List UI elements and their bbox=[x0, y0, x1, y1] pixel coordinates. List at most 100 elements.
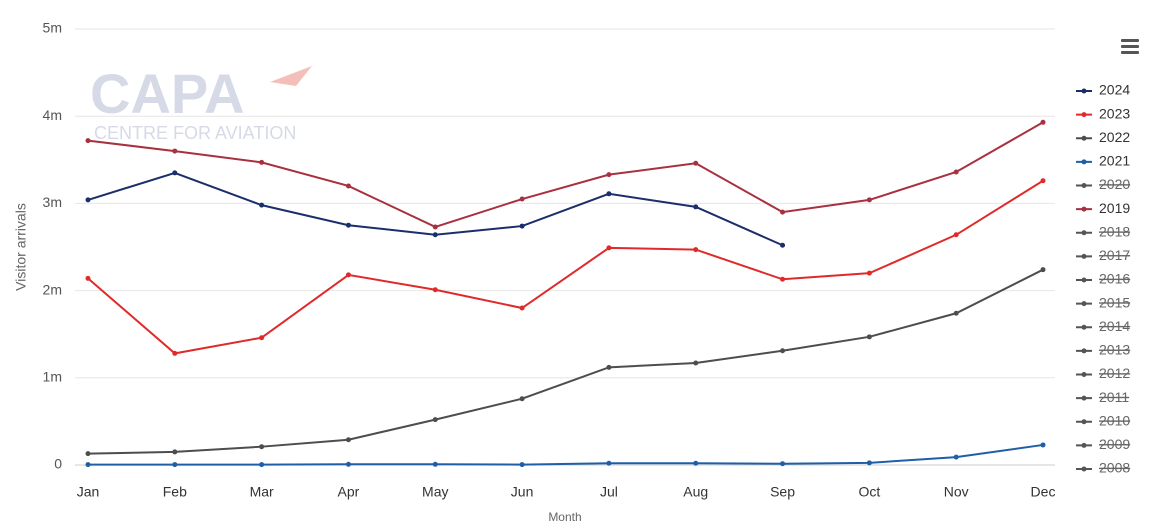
y-tick-label: 2m bbox=[43, 281, 62, 297]
data-point bbox=[85, 197, 91, 203]
data-point bbox=[780, 209, 786, 215]
x-tick-label: Jul bbox=[600, 484, 618, 500]
data-point bbox=[780, 242, 786, 248]
data-point bbox=[259, 159, 265, 165]
x-tick-label: Aug bbox=[683, 484, 708, 500]
legend-marker[interactable] bbox=[1081, 88, 1087, 94]
data-point bbox=[345, 183, 351, 189]
menu-icon[interactable] bbox=[1121, 39, 1139, 54]
series-line bbox=[87, 121, 1044, 229]
y-axis-title: Visitor arrivals bbox=[13, 203, 29, 291]
legend-label[interactable]: 2011 bbox=[1099, 389, 1129, 405]
data-point bbox=[693, 360, 699, 366]
data-point bbox=[953, 454, 959, 460]
data-point bbox=[85, 138, 91, 144]
data-point bbox=[1040, 267, 1046, 273]
legend-label[interactable]: 2012 bbox=[1099, 365, 1130, 381]
data-point bbox=[953, 310, 959, 316]
data-point bbox=[866, 270, 872, 276]
series-line bbox=[88, 443, 1044, 466]
series-line bbox=[87, 268, 1044, 455]
y-tick-label: 0 bbox=[54, 456, 62, 472]
legend-marker[interactable] bbox=[1081, 372, 1087, 377]
data-point bbox=[780, 276, 786, 282]
x-tick-label: Sep bbox=[770, 484, 795, 500]
data-point bbox=[693, 247, 699, 253]
data-point bbox=[172, 350, 178, 356]
data-point bbox=[345, 461, 351, 467]
x-tick-label: Mar bbox=[250, 484, 274, 500]
data-point bbox=[519, 223, 525, 229]
legend-label[interactable]: 2022 bbox=[1099, 129, 1130, 145]
data-point bbox=[693, 160, 699, 166]
x-tick-label: May bbox=[422, 484, 448, 500]
data-point bbox=[780, 348, 786, 354]
data-point bbox=[519, 305, 525, 311]
data-point bbox=[953, 232, 959, 238]
legend-label[interactable]: 2010 bbox=[1099, 412, 1130, 428]
legend-marker[interactable] bbox=[1081, 301, 1087, 307]
data-point bbox=[432, 287, 438, 293]
data-point bbox=[172, 148, 178, 154]
legend-label[interactable]: 2024 bbox=[1099, 82, 1130, 98]
x-tick-label: Apr bbox=[338, 484, 360, 500]
legend-marker[interactable] bbox=[1081, 466, 1087, 472]
legend-marker[interactable] bbox=[1081, 324, 1087, 330]
data-point bbox=[1040, 119, 1046, 125]
legend-label[interactable]: 2013 bbox=[1099, 342, 1130, 358]
watermark-brand: CAPA bbox=[90, 62, 245, 125]
data-point bbox=[866, 460, 872, 466]
data-point bbox=[606, 191, 612, 197]
legend-label[interactable]: 2009 bbox=[1099, 436, 1130, 452]
data-point bbox=[259, 462, 265, 468]
data-point bbox=[606, 364, 612, 370]
data-point bbox=[345, 272, 351, 278]
legend-label[interactable]: 2008 bbox=[1099, 460, 1130, 476]
data-point bbox=[85, 462, 91, 468]
data-point bbox=[606, 172, 612, 178]
legend-marker[interactable] bbox=[1081, 135, 1087, 141]
data-point bbox=[519, 196, 525, 202]
legend-marker[interactable] bbox=[1081, 419, 1087, 425]
data-point bbox=[693, 204, 699, 210]
data-point bbox=[953, 169, 959, 175]
data-point bbox=[172, 462, 178, 468]
legend-label[interactable]: 2020 bbox=[1099, 176, 1130, 192]
legend-label[interactable]: 2019 bbox=[1099, 200, 1130, 216]
legend-marker[interactable] bbox=[1081, 159, 1087, 165]
data-point bbox=[432, 461, 438, 467]
legend-label[interactable]: 2015 bbox=[1099, 294, 1130, 310]
data-point bbox=[259, 335, 265, 341]
legend-marker[interactable] bbox=[1081, 442, 1087, 448]
legend-marker[interactable] bbox=[1081, 183, 1087, 188]
x-tick-label: Oct bbox=[858, 484, 880, 500]
legend-marker[interactable] bbox=[1081, 395, 1087, 401]
y-tick-label: 3m bbox=[43, 194, 62, 210]
data-point bbox=[519, 396, 525, 402]
legend-label[interactable]: 2018 bbox=[1099, 223, 1130, 239]
legend-marker[interactable] bbox=[1081, 206, 1087, 212]
legend-marker[interactable] bbox=[1081, 277, 1087, 283]
legend-marker[interactable] bbox=[1081, 230, 1087, 236]
legend-label[interactable]: 2014 bbox=[1099, 318, 1130, 334]
data-point bbox=[259, 202, 265, 208]
data-point bbox=[259, 444, 265, 450]
y-tick-label: 5m bbox=[43, 20, 62, 36]
data-point bbox=[432, 224, 438, 230]
legend-label[interactable]: 2021 bbox=[1099, 153, 1130, 169]
legend-label[interactable]: 2016 bbox=[1099, 271, 1130, 287]
legend-marker[interactable] bbox=[1081, 253, 1087, 259]
watermark-tagline: CENTRE FOR AVIATION bbox=[94, 123, 296, 143]
data-point bbox=[172, 170, 178, 176]
legend-label[interactable]: 2023 bbox=[1099, 105, 1130, 121]
legend-label[interactable]: 2017 bbox=[1099, 247, 1130, 263]
legend-marker[interactable] bbox=[1081, 348, 1087, 354]
data-point bbox=[85, 275, 91, 281]
y-tick-label: 1m bbox=[43, 369, 62, 385]
data-point bbox=[432, 417, 438, 423]
x-tick-label: Feb bbox=[163, 484, 187, 500]
legend-marker[interactable] bbox=[1081, 112, 1087, 118]
data-point bbox=[606, 245, 612, 251]
series-line bbox=[87, 179, 1044, 355]
data-point bbox=[1040, 442, 1046, 448]
